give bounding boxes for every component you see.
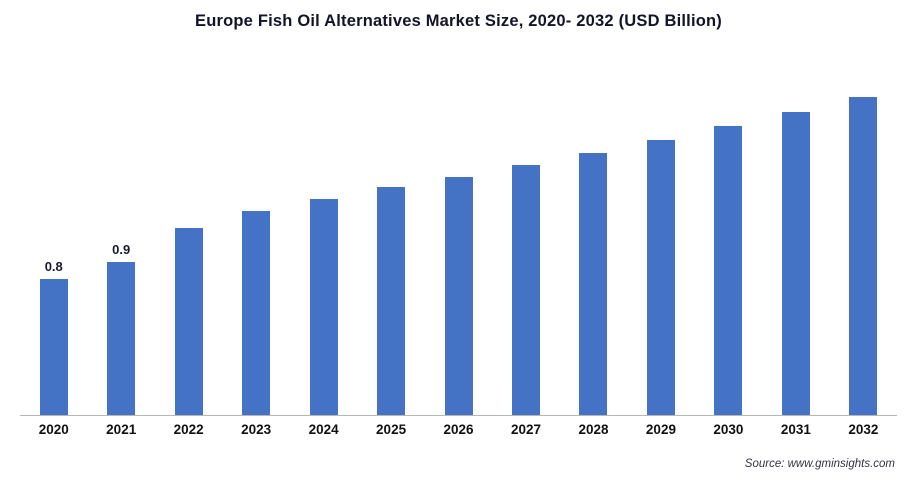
bar-2025 [377, 187, 406, 415]
x-tick-2020: 2020 [38, 422, 69, 437]
bar-column-2026 [425, 60, 492, 415]
x-tick-2023: 2023 [241, 422, 272, 437]
bar-2023 [242, 211, 271, 415]
bar-2028 [579, 153, 608, 415]
x-tick-2031: 2031 [780, 422, 811, 437]
bar-2020 [39, 279, 68, 415]
x-tick-2024: 2024 [308, 422, 339, 437]
x-tick-2022: 2022 [173, 422, 204, 437]
bar-2026 [444, 177, 473, 415]
bar-2029 [646, 140, 675, 415]
data-label-2020: 0.8 [44, 259, 63, 274]
bar-column-2031 [762, 60, 829, 415]
bar-column-2029 [627, 60, 694, 415]
x-tick-2026: 2026 [443, 422, 474, 437]
source-attribution: Source: www.gminsights.com [744, 458, 895, 470]
bar-2032 [849, 97, 878, 415]
bar-column-2021: 0.9 [87, 60, 154, 415]
x-tick-2032: 2032 [848, 422, 879, 437]
bar-column-2023 [222, 60, 289, 415]
x-axis: 2020 2021 2022 2023 2024 2025 2026 2027 2028 2029… [20, 422, 897, 437]
bar-2024 [309, 199, 338, 415]
bar-2030 [714, 126, 743, 415]
bar-column-2024 [290, 60, 357, 415]
bar-2021 [107, 262, 136, 415]
x-tick-2021: 2021 [106, 422, 137, 437]
x-tick-2030: 2030 [713, 422, 744, 437]
x-tick-2029: 2029 [645, 422, 676, 437]
bar-column-2020: 0.8 [20, 60, 87, 415]
bar-column-2030 [695, 60, 762, 415]
bar-column-2028 [560, 60, 627, 415]
bar-column-2025 [357, 60, 424, 415]
x-tick-2025: 2025 [376, 422, 407, 437]
plot-area: 0.8 0.9 [20, 60, 897, 416]
bar-2027 [512, 165, 541, 415]
data-label-2021: 0.9 [112, 242, 131, 257]
chart-title: Europe Fish Oil Alternatives Market Size… [195, 12, 722, 30]
bar-column-2032 [830, 60, 897, 415]
bar-2022 [174, 228, 203, 415]
bar-column-2027 [492, 60, 559, 415]
bar-column-2022 [155, 60, 222, 415]
bar-2031 [781, 112, 810, 415]
x-tick-2028: 2028 [578, 422, 609, 437]
x-tick-2027: 2027 [510, 422, 542, 437]
